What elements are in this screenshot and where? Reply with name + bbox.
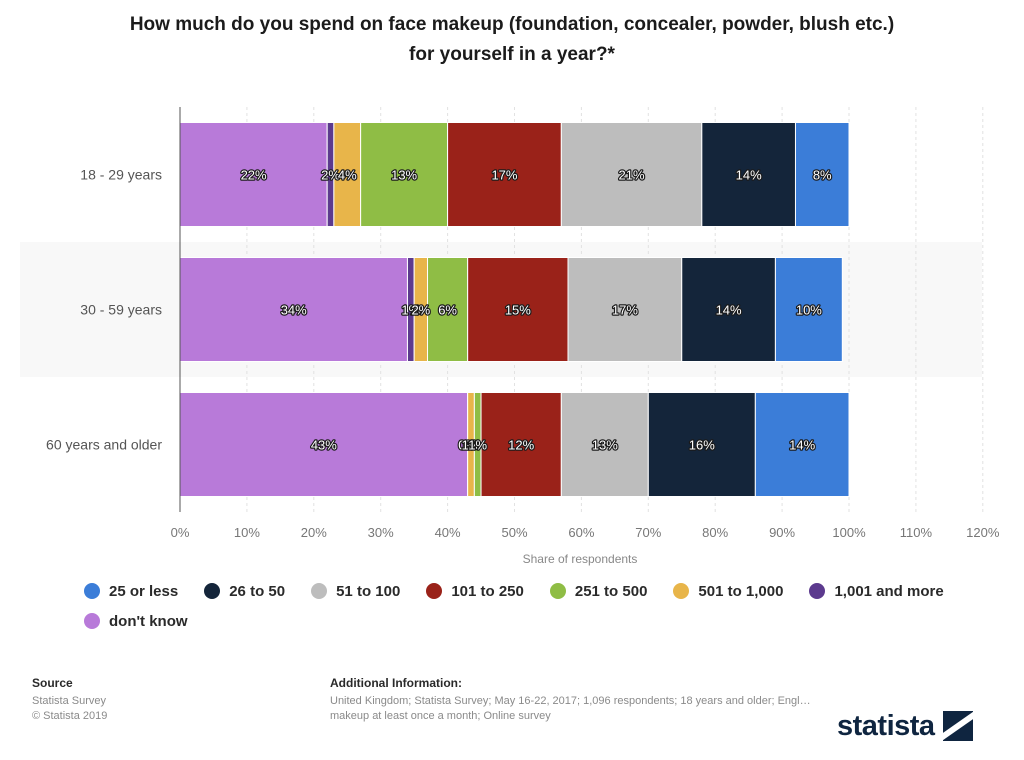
legend-swatch	[426, 583, 443, 599]
x-tick-label: 80%	[702, 525, 728, 540]
legend-label: 101 to 250	[451, 582, 524, 600]
bar-segment[interactable]	[647, 392, 756, 497]
source-line-2: © Statista 2019	[32, 710, 108, 722]
bar-segment[interactable]	[427, 257, 469, 362]
statista-logo[interactable]: statista	[819, 692, 1024, 760]
legend-item[interactable]: 501 to 1,000	[673, 579, 783, 603]
bar-segment[interactable]	[701, 122, 796, 227]
legend-swatch	[311, 583, 328, 599]
additional-info-line-1: United Kingdom; Statista Survey; May 16-…	[330, 695, 811, 707]
legend-swatch	[84, 583, 100, 599]
legend-label: 25 or less	[109, 582, 179, 600]
data-label: 0%	[458, 438, 477, 453]
bar-segment[interactable]	[754, 392, 850, 497]
bar-segment[interactable]	[179, 122, 328, 227]
data-label: 14%	[716, 303, 742, 318]
legend-swatch	[204, 583, 221, 599]
x-tick-label: 50%	[501, 525, 527, 540]
legend-label: 51 to 100	[336, 582, 401, 600]
data-label: 13%	[391, 168, 417, 183]
legend-item[interactable]: 51 to 100	[311, 579, 400, 603]
stacked-bar-chart: 22% 2%4% 13% 17% 21% 14% 8%34% 1%2% 6% 15% 17% 14% 1…	[46, 107, 1000, 566]
data-label: 22%	[241, 168, 267, 183]
x-tick-label: 100%	[832, 525, 866, 540]
data-label: 6%	[438, 303, 457, 318]
data-label: 17%	[612, 303, 638, 318]
x-tick-label: 40%	[435, 525, 461, 540]
x-tick-label: 70%	[635, 525, 661, 540]
legend-label: don't know	[109, 612, 188, 630]
x-tick-label: 120%	[966, 525, 1000, 540]
data-label: 17%	[491, 168, 517, 183]
category-label: 30 - 59 years	[80, 302, 162, 318]
additional-info-text: United Kingdom; Statista Survey; May 16-…	[330, 694, 850, 724]
bar-segment[interactable]	[560, 122, 703, 227]
chart-legend: 25 or less 26 to 50 51 to 100 101 to 250 251…	[84, 579, 984, 633]
legend-swatch	[549, 583, 566, 599]
legend-item[interactable]: 101 to 250	[426, 579, 524, 603]
legend-item[interactable]: 25 or less	[84, 579, 178, 603]
source-line-1: Statista Survey	[32, 695, 106, 707]
bar-segment[interactable]	[774, 257, 843, 362]
data-label: 8%	[813, 168, 832, 183]
statista-logo-icon	[942, 711, 973, 741]
chart-title: How much do you spend on face makeup (fo…	[40, 10, 984, 70]
category-label: 60 years and older	[46, 437, 162, 453]
data-label: 10%	[796, 303, 822, 318]
legend-item[interactable]: 251 to 500	[549, 579, 648, 603]
source-text: Statista Survey © Statista 2019	[32, 694, 107, 724]
x-axis-title: Share of respondents	[523, 552, 638, 566]
x-tick-label: 60%	[568, 525, 594, 540]
data-label: 1%	[462, 438, 481, 453]
data-label: 15%	[505, 303, 531, 318]
statista-logo-text: statista	[837, 709, 935, 742]
legend-label: 251 to 500	[574, 582, 648, 600]
x-tick-label: 30%	[368, 525, 394, 540]
legend-swatch	[673, 583, 690, 599]
data-label: 21%	[619, 168, 645, 183]
x-tick-label: 110%	[900, 525, 933, 540]
legend-item[interactable]: don't know	[84, 609, 188, 633]
additional-info-heading[interactable]: Additional Information:	[330, 676, 462, 690]
data-label: 34%	[281, 303, 307, 318]
legend-swatch	[809, 583, 826, 599]
legend-label: 501 to 1,000	[698, 582, 784, 600]
chart-title-line-2: for yourself in a year?*	[409, 44, 615, 65]
x-tick-label: 10%	[234, 525, 260, 540]
x-tick-label: 20%	[301, 525, 327, 540]
bar-segment[interactable]	[467, 257, 569, 362]
x-tick-label: 90%	[769, 525, 795, 540]
bar-segment[interactable]	[794, 122, 850, 227]
chart-title-line-1: How much do you spend on face makeup (fo…	[129, 14, 895, 35]
bar-segment[interactable]	[681, 257, 776, 362]
additional-info-line-2: makeup at least once a month; Online sur…	[330, 710, 551, 722]
data-label: 14%	[789, 438, 815, 453]
data-label: 2%	[411, 303, 430, 318]
data-label: 13%	[592, 438, 618, 453]
source-heading: Source	[32, 676, 73, 690]
legend-item[interactable]: 1,001 and more	[809, 579, 944, 603]
data-label: 16%	[689, 438, 715, 453]
legend-label: 1,001 and more	[834, 582, 944, 600]
data-label: 1%	[468, 438, 487, 453]
data-label: 12%	[508, 438, 534, 453]
legend-item[interactable]: 26 to 50	[204, 579, 285, 603]
data-label: 1%	[401, 303, 420, 318]
data-label: 14%	[736, 168, 762, 183]
category-label: 18 - 29 years	[80, 167, 162, 183]
data-label: 43%	[311, 438, 337, 453]
bar-segment[interactable]	[447, 122, 562, 227]
x-tick-label: 0%	[171, 525, 190, 540]
legend-label: 26 to 50	[229, 582, 286, 600]
data-label: 4%	[338, 168, 357, 183]
bar-segment[interactable]	[179, 392, 469, 497]
bar-segment[interactable]	[480, 392, 562, 497]
data-label: 2%	[321, 168, 340, 183]
legend-swatch	[84, 613, 100, 629]
